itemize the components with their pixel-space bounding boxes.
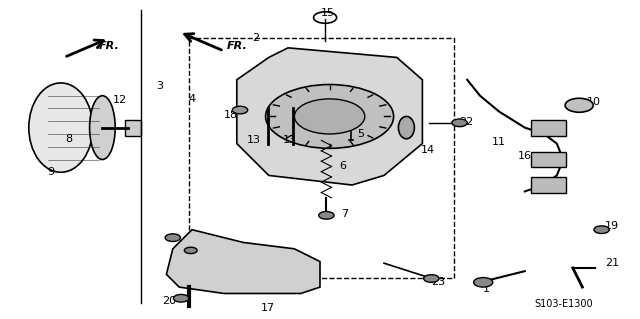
Ellipse shape [398,116,415,139]
Circle shape [165,234,180,241]
Polygon shape [166,230,320,293]
Text: 13: 13 [283,135,297,145]
Text: 14: 14 [420,145,435,155]
Bar [531,177,566,193]
Text: 6: 6 [340,161,346,171]
Text: 16: 16 [518,151,532,161]
Text: 11: 11 [492,137,506,147]
Bar [189,38,454,278]
Text: 18: 18 [223,110,237,120]
Text: 7: 7 [340,209,348,219]
Ellipse shape [90,96,115,160]
Text: 19: 19 [605,221,619,232]
Bar [531,120,566,136]
Ellipse shape [29,83,93,172]
Polygon shape [237,48,422,185]
Circle shape [184,247,197,254]
Circle shape [452,119,467,127]
Text: 10: 10 [587,97,601,107]
Text: S103-E1300: S103-E1300 [534,300,593,309]
Circle shape [594,226,609,234]
Text: 23: 23 [431,277,445,287]
Circle shape [294,99,365,134]
Circle shape [424,275,439,282]
Text: FR.: FR. [227,41,248,51]
Text: 1: 1 [483,284,490,294]
Text: 12: 12 [113,95,127,106]
Circle shape [232,106,248,114]
Text: 20: 20 [163,296,177,307]
Bar [125,120,141,136]
Text: 17: 17 [260,303,275,313]
Circle shape [565,98,593,112]
Text: 9: 9 [47,167,55,177]
Text: 8: 8 [65,134,73,144]
Text: 4: 4 [188,94,196,104]
Circle shape [319,211,334,219]
Text: 21: 21 [605,258,619,268]
Circle shape [474,278,493,287]
Bar [531,152,566,167]
Text: FR.: FR. [99,41,120,51]
Text: 13: 13 [247,135,261,145]
Text: 2: 2 [252,33,260,43]
Circle shape [173,294,189,302]
Text: 5: 5 [357,129,364,139]
Text: 3: 3 [157,81,163,91]
Text: 22: 22 [459,117,473,127]
Text: 15: 15 [321,8,335,18]
Circle shape [266,85,394,148]
